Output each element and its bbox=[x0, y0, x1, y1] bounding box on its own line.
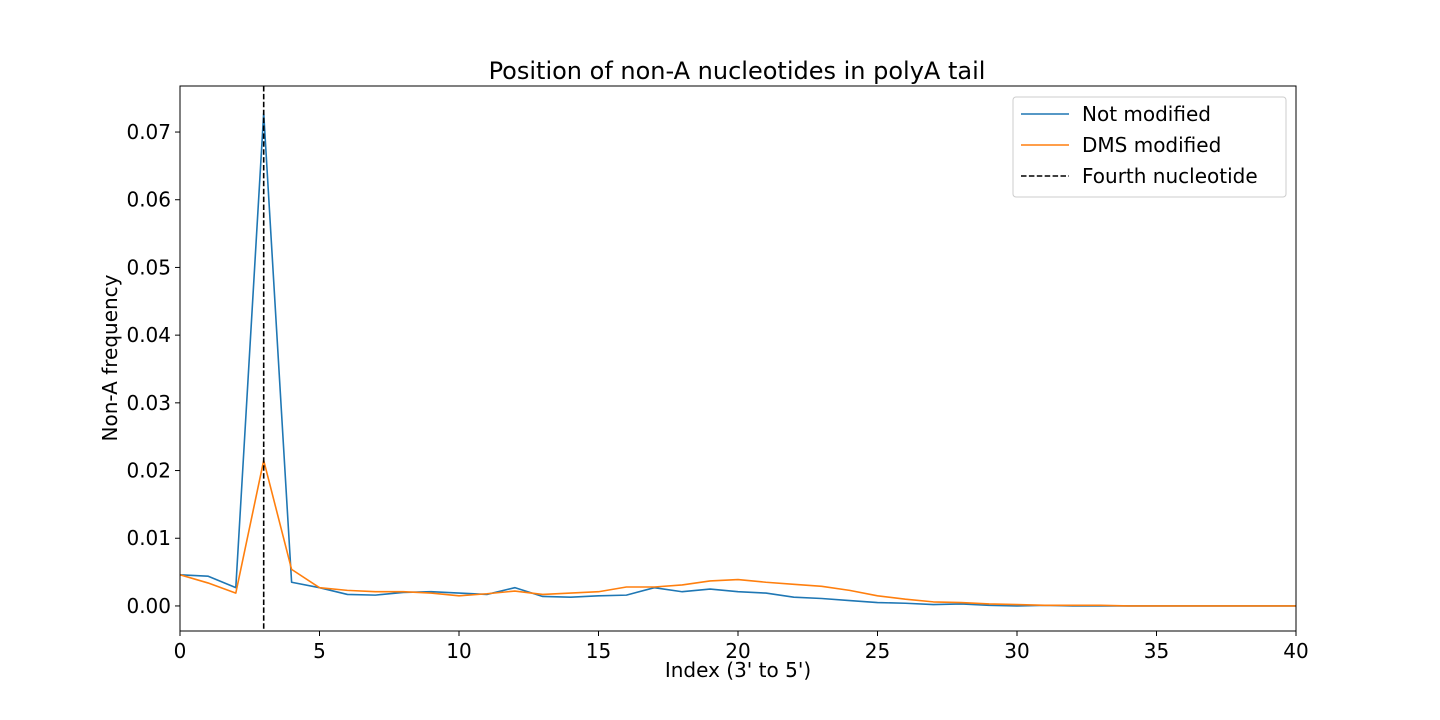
plot-area bbox=[180, 86, 1296, 631]
y-tick-label: 0.04 bbox=[126, 323, 171, 347]
x-tick-label: 10 bbox=[446, 639, 471, 663]
legend-label: Fourth nucleotide bbox=[1082, 164, 1258, 188]
y-axis-label: Non-A frequency bbox=[98, 274, 122, 441]
x-tick-label: 40 bbox=[1283, 639, 1308, 663]
y-tick-label: 0.02 bbox=[126, 459, 171, 483]
y-tick-label: 0.05 bbox=[126, 255, 171, 279]
chart-title: Position of non-A nucleotides in polyA t… bbox=[489, 57, 986, 85]
y-tick-label: 0.06 bbox=[126, 188, 171, 212]
legend: Not modified DMS modified Fourth nucleotid… bbox=[1012, 96, 1287, 198]
axes: 0 5 10 15 20 25 30 35 40 0.00 0.01 0.02 0.03 0.04 0.05… bbox=[126, 85, 1309, 663]
x-tick-label: 30 bbox=[1004, 639, 1029, 663]
legend-box bbox=[1012, 96, 1287, 198]
y-tick-label: 0.07 bbox=[126, 120, 171, 144]
legend-label: DMS modified bbox=[1082, 133, 1221, 157]
x-tick-label: 20 bbox=[725, 639, 750, 663]
legend-label: Not modified bbox=[1082, 102, 1211, 126]
x-tick-label: 35 bbox=[1144, 639, 1169, 663]
x-tick-label: 15 bbox=[586, 639, 611, 663]
series-line-dms-modified bbox=[180, 459, 1296, 607]
y-tick-label: 0.01 bbox=[126, 526, 171, 550]
x-axis-label: Index (3' to 5') bbox=[665, 658, 811, 682]
x-tick-label: 25 bbox=[865, 639, 890, 663]
x-tick-label: 5 bbox=[313, 639, 326, 663]
y-tick-label: 0.03 bbox=[126, 391, 171, 415]
y-tick-label: 0.00 bbox=[126, 594, 171, 618]
x-tick-label: 0 bbox=[174, 639, 187, 663]
